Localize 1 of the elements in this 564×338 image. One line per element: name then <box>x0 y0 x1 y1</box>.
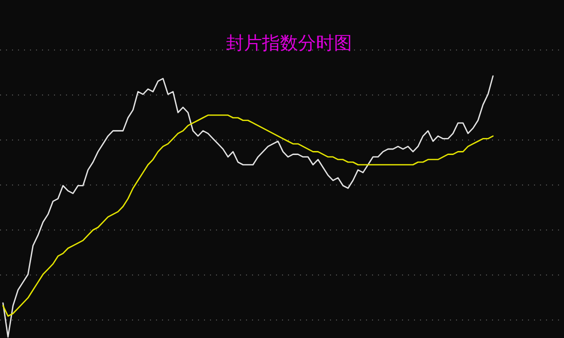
chart-title: 封片指数分时图 <box>226 33 352 54</box>
